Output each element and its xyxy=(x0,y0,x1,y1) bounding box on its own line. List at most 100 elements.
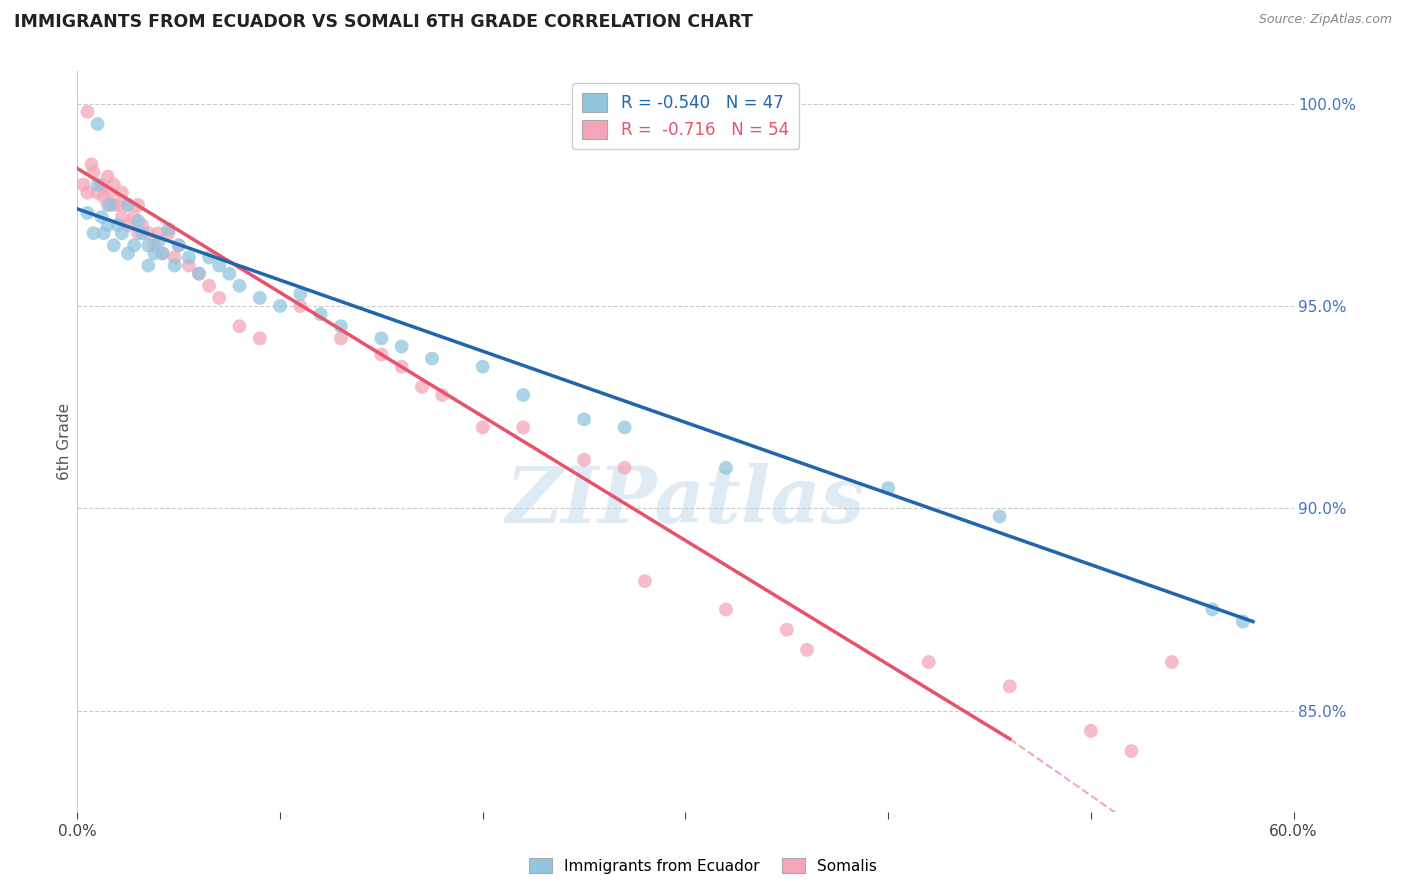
Point xyxy=(131,218,153,232)
Point xyxy=(714,602,737,616)
Point xyxy=(157,222,180,236)
Point xyxy=(143,246,166,260)
Point xyxy=(111,210,134,224)
Point xyxy=(103,198,125,212)
Point xyxy=(167,238,190,252)
Point xyxy=(136,259,159,273)
Point xyxy=(152,246,174,260)
Point xyxy=(90,210,112,224)
Point xyxy=(208,259,231,273)
Point xyxy=(111,186,134,200)
Point xyxy=(329,319,352,334)
Point xyxy=(998,679,1021,693)
Point xyxy=(76,186,98,200)
Point xyxy=(411,380,433,394)
Point xyxy=(329,331,352,345)
Point xyxy=(117,198,139,212)
Point xyxy=(86,178,108,192)
Point xyxy=(228,319,250,334)
Point xyxy=(420,351,443,366)
Point xyxy=(177,251,200,265)
Point xyxy=(228,278,250,293)
Point xyxy=(218,267,240,281)
Point xyxy=(290,299,312,313)
Point xyxy=(117,246,139,260)
Point xyxy=(152,246,174,260)
Point xyxy=(1161,655,1184,669)
Point xyxy=(76,104,98,119)
Point xyxy=(370,331,392,345)
Point xyxy=(1232,615,1254,629)
Point xyxy=(127,198,149,212)
Point xyxy=(198,251,221,265)
Point xyxy=(634,574,657,588)
Point xyxy=(198,278,221,293)
Point xyxy=(1201,602,1223,616)
Point xyxy=(98,198,121,212)
Point xyxy=(72,178,94,192)
Point xyxy=(249,291,271,305)
Point xyxy=(877,481,900,495)
Point xyxy=(572,412,595,426)
Point xyxy=(249,331,271,345)
Point xyxy=(136,226,159,240)
Point xyxy=(136,238,159,252)
Point xyxy=(370,347,392,361)
Point xyxy=(512,420,534,434)
Point xyxy=(167,238,190,252)
Point xyxy=(76,206,98,220)
Point xyxy=(1080,723,1102,738)
Point xyxy=(83,226,105,240)
Point xyxy=(127,214,149,228)
Point xyxy=(512,388,534,402)
Point xyxy=(86,117,108,131)
Point xyxy=(309,307,332,321)
Point xyxy=(613,420,636,434)
Point xyxy=(111,226,134,240)
Point xyxy=(97,218,120,232)
Point xyxy=(122,238,145,252)
Point xyxy=(97,198,120,212)
Point xyxy=(572,452,595,467)
Y-axis label: 6th Grade: 6th Grade xyxy=(56,403,72,480)
Point xyxy=(208,291,231,305)
Point xyxy=(918,655,941,669)
Text: IMMIGRANTS FROM ECUADOR VS SOMALI 6TH GRADE CORRELATION CHART: IMMIGRANTS FROM ECUADOR VS SOMALI 6TH GR… xyxy=(14,13,754,31)
Point xyxy=(432,388,454,402)
Text: Source: ZipAtlas.com: Source: ZipAtlas.com xyxy=(1258,13,1392,27)
Legend: Immigrants from Ecuador, Somalis: Immigrants from Ecuador, Somalis xyxy=(523,852,883,880)
Point xyxy=(107,198,129,212)
Point xyxy=(117,198,139,212)
Legend: R = -0.540   N = 47, R =  -0.716   N = 54: R = -0.540 N = 47, R = -0.716 N = 54 xyxy=(572,83,799,149)
Point xyxy=(148,226,170,240)
Point xyxy=(391,339,413,353)
Point xyxy=(157,226,180,240)
Point xyxy=(93,190,115,204)
Point xyxy=(714,460,737,475)
Point xyxy=(143,238,166,252)
Point xyxy=(98,186,121,200)
Point xyxy=(471,359,494,374)
Point xyxy=(163,259,186,273)
Point xyxy=(103,178,125,192)
Point xyxy=(148,234,170,248)
Point xyxy=(93,226,115,240)
Point xyxy=(80,157,103,171)
Point xyxy=(796,643,818,657)
Point xyxy=(177,259,200,273)
Point xyxy=(613,460,636,475)
Point xyxy=(97,169,120,184)
Point xyxy=(188,267,211,281)
Point xyxy=(290,286,312,301)
Point xyxy=(127,226,149,240)
Point xyxy=(83,165,105,179)
Point xyxy=(86,186,108,200)
Point xyxy=(117,218,139,232)
Point xyxy=(163,251,186,265)
Point xyxy=(1121,744,1143,758)
Point xyxy=(988,509,1011,524)
Point xyxy=(471,420,494,434)
Point xyxy=(90,178,112,192)
Point xyxy=(122,210,145,224)
Point xyxy=(776,623,799,637)
